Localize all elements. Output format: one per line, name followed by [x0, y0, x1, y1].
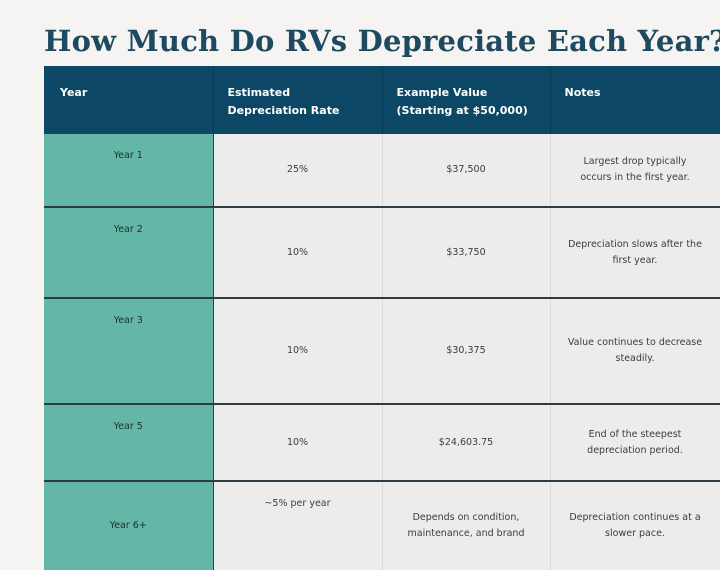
rate-cell: 10%	[213, 207, 383, 299]
value-cell: $37,500	[382, 134, 551, 208]
value-cell: $33,750	[382, 207, 551, 299]
rate-cell: 25%	[213, 134, 383, 208]
value-cell: $30,375	[382, 298, 551, 405]
column-header-example-value: Example Value (Starting at $50,000)	[382, 66, 551, 134]
rate-cell: 10%	[213, 298, 383, 405]
year-cell: Year 3	[44, 298, 214, 405]
year-cell: Year 2	[44, 207, 214, 299]
value-cell: $24,603.75	[382, 404, 551, 482]
notes-cell: End of the steepest depreciation period.	[550, 404, 720, 482]
table-row: Year 5 10% $24,603.75 End of the steepes…	[44, 404, 720, 482]
column-header-rate: Estimated Depreciation Rate	[213, 66, 383, 134]
year-cell: Year 5	[44, 404, 214, 482]
notes-cell: Depreciation slows after the first year.	[550, 207, 720, 299]
year-cell: Year 1	[44, 134, 214, 208]
table-row: Year 2 10% $33,750 Depreciation slows af…	[44, 207, 720, 299]
page-title: How Much Do RVs Depreciate Each Year?	[44, 24, 720, 58]
depreciation-table: Year Estimated Depreciation Rate Example…	[44, 66, 720, 570]
table-row: Year 1 25% $37,500 Largest drop typicall…	[44, 134, 720, 208]
rate-cell: ~5% per year	[213, 481, 383, 570]
table-header-row: Year Estimated Depreciation Rate Example…	[44, 66, 720, 134]
table-row: Year 3 10% $30,375 Value continues to de…	[44, 298, 720, 405]
notes-cell: Largest drop typically occurs in the fir…	[550, 134, 720, 208]
table-row: Year 6+ ~5% per year Depends on conditio…	[44, 481, 720, 570]
value-cell: Depends on condition, maintenance, and b…	[382, 481, 551, 570]
notes-cell: Depreciation continues at a slower pace.	[550, 481, 720, 570]
column-header-notes: Notes	[550, 66, 720, 134]
rate-cell: 10%	[213, 404, 383, 482]
year-cell: Year 6+	[44, 481, 214, 570]
notes-cell: Value continues to decrease steadily.	[550, 298, 720, 405]
column-header-year: Year	[44, 66, 214, 134]
